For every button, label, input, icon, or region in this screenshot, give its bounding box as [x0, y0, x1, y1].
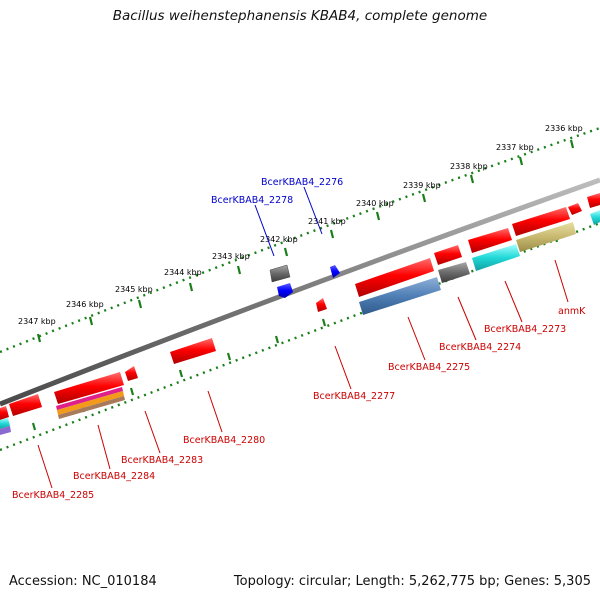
- gene-reverse-purple: [0, 426, 11, 435]
- gene-label: BcerKBAB4_2283: [121, 455, 203, 466]
- gene-label: BcerKBAB4_2274: [439, 342, 521, 353]
- accession-label: Accession: NC_010184: [9, 574, 157, 589]
- gene-label: anmK: [558, 306, 586, 317]
- gene-reverse-red: [355, 258, 434, 297]
- gene-reverse-red: [125, 366, 138, 381]
- genome-backbone: [0, 177, 600, 407]
- gene-forward-blue: [330, 265, 340, 278]
- gene-reverse-red: [568, 203, 582, 215]
- genome-summary: Topology: circular; Length: 5,262,775 bp…: [233, 574, 591, 589]
- gene-reverse-red: [54, 372, 124, 404]
- gene-label: BcerKBAB4_2278: [211, 195, 293, 206]
- outer-major-ticks: [36, 139, 575, 343]
- scale-label: 2343 kbp: [212, 252, 250, 261]
- gene-reverse-gray: [438, 262, 470, 283]
- scale-label: 2337 kbp: [496, 143, 534, 152]
- gene-forward-gray: [269, 264, 291, 283]
- scale-label: 2345 kbp: [115, 285, 153, 294]
- reverse-gene-labels: [37, 259, 569, 489]
- forward-gene-labels: BcerKBAB4_2276 BcerKBAB4_2278: [211, 177, 343, 257]
- gene-reverse-red: [434, 245, 462, 265]
- scale-label: 2338 kbp: [450, 162, 488, 171]
- gene-reverse-red: [9, 394, 42, 416]
- gene-reverse-cyan: [472, 244, 520, 271]
- scale-label: 2346 kbp: [66, 300, 104, 309]
- scale-label: 2339 kbp: [403, 181, 441, 190]
- gene-label: BcerKBAB4_2284: [73, 471, 155, 482]
- gene-label: BcerKBAB4_2285: [12, 490, 94, 501]
- forward-genes: [269, 264, 340, 298]
- gene-reverse-cyan: [590, 210, 600, 225]
- gene-label: BcerKBAB4_2276: [261, 177, 343, 188]
- scale-label: 2342 kbp: [260, 235, 298, 244]
- reverse-gene-label-texts: anmK BcerKBAB4_2273 BcerKBAB4_2274 BcerK…: [12, 306, 586, 501]
- gene-reverse-red: [512, 207, 570, 236]
- gene-reverse-red: [170, 338, 216, 364]
- gene-reverse-tan: [58, 396, 125, 419]
- scale-label: 2340 kbp: [356, 199, 394, 208]
- gene-reverse-steel: [359, 277, 441, 315]
- reverse-genes-row-1: [0, 193, 600, 420]
- scale-label: 2347 kbp: [18, 317, 56, 326]
- gene-reverse-red: [316, 298, 327, 312]
- gene-reverse-red: [468, 228, 512, 253]
- gene-reverse-orange: [57, 391, 124, 415]
- gene-label: BcerKBAB4_2277: [313, 391, 395, 402]
- scale-labels: 2336 kbp 2337 kbp 2338 kbp 2339 kbp 2340…: [18, 124, 583, 326]
- reverse-genes-row-2: [0, 210, 600, 435]
- gene-reverse-magenta: [56, 387, 123, 410]
- page-title: Bacillus weihenstephanensis KBAB4, compl…: [112, 8, 488, 24]
- gene-reverse-red: [0, 406, 9, 420]
- gene-label: BcerKBAB4_2275: [388, 362, 470, 373]
- gene-label: BcerKBAB4_2273: [484, 324, 566, 335]
- gene-reverse-olive: [516, 222, 576, 252]
- gene-forward-blue: [277, 283, 293, 298]
- gene-label: BcerKBAB4_2280: [183, 435, 265, 446]
- gene-reverse-red: [587, 193, 600, 208]
- gene-reverse-cyan: [0, 418, 10, 429]
- scale-label: 2344 kbp: [164, 268, 202, 277]
- scale-label: 2336 kbp: [545, 124, 583, 133]
- scale-label: 2341 kbp: [308, 217, 346, 226]
